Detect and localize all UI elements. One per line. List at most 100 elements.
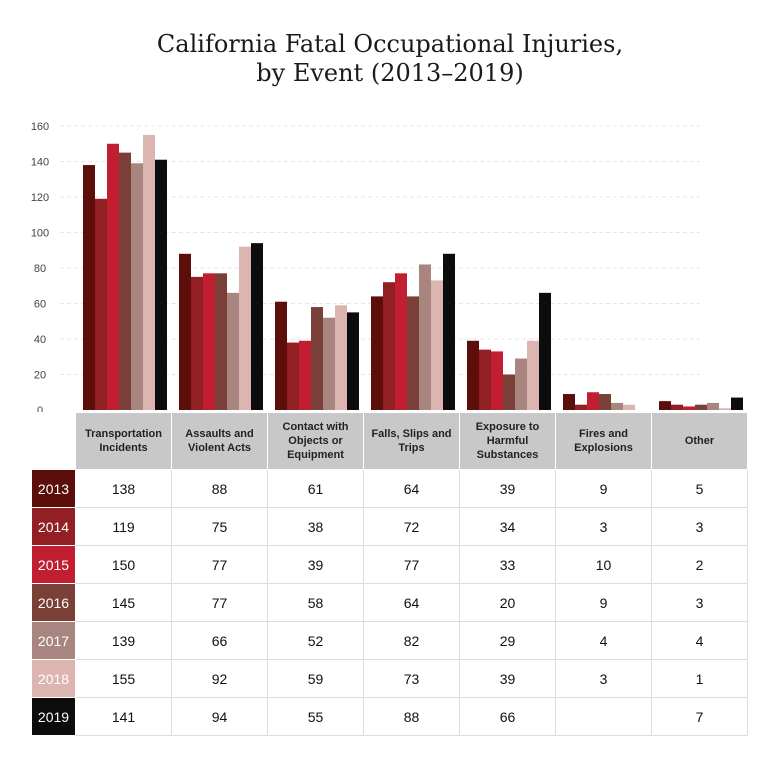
chart-title-line-2: by Event (2013–2019) (256, 59, 524, 87)
value-cell: 141 (75, 697, 172, 736)
value-cell: 64 (363, 583, 460, 622)
bar-2016-4 (503, 374, 515, 410)
value-cell: 58 (267, 583, 364, 622)
bar-2017-2 (323, 317, 335, 410)
value-cell: 39 (267, 545, 364, 584)
bar-2015-5 (587, 392, 599, 410)
value-cell: 1 (651, 659, 748, 698)
value-cell: 3 (555, 507, 652, 546)
bar-2015-3 (395, 273, 407, 410)
bar-2019-0 (155, 159, 167, 410)
category-header-line: Objects or (288, 435, 343, 447)
bar-2018-5 (623, 404, 635, 410)
value-cell: 145 (75, 583, 172, 622)
value-cell: 9 (555, 469, 652, 508)
chart-title: California Fatal Occupational Injuries, … (0, 30, 780, 88)
bar-2017-4 (515, 358, 527, 410)
value-cell: 7 (651, 697, 748, 736)
value-cell: 72 (363, 507, 460, 546)
value-cell: 4 (651, 621, 748, 660)
category-header-line: Equipment (287, 449, 344, 461)
category-header-line: Explosions (574, 442, 633, 454)
value-cell: 29 (459, 621, 556, 660)
table-row: 2019 141 94 55 88 66 7 (31, 697, 748, 736)
value-cell: 66 (459, 697, 556, 736)
value-cell: 59 (267, 659, 364, 698)
category-header-line: Substances (476, 449, 539, 461)
value-cell: 5 (651, 469, 748, 508)
bar-2015-6 (683, 406, 695, 410)
value-cell: 119 (75, 507, 172, 546)
bar-2015-0 (107, 143, 119, 410)
value-cell: 33 (459, 545, 556, 584)
value-cell: 77 (363, 545, 460, 584)
value-cell: 10 (555, 545, 652, 584)
value-cell: 75 (171, 507, 268, 546)
bar-2014-4 (479, 349, 491, 410)
bar-2017-3 (419, 264, 431, 410)
value-cell: 4 (555, 621, 652, 660)
bar-2016-3 (407, 296, 419, 410)
table-row: 2018 155 92 59 73 39 3 1 (31, 659, 748, 698)
y-tick-label: 40 (34, 334, 46, 346)
table-row: 2017 139 66 52 82 29 4 4 (31, 621, 748, 660)
value-cell: 139 (75, 621, 172, 660)
value-cell: 39 (459, 659, 556, 698)
bar-2016-0 (119, 152, 131, 410)
y-tick-label: 0 (37, 405, 43, 412)
value-cell: 77 (171, 545, 268, 584)
year-label: 2019 (31, 697, 76, 736)
value-cell: 39 (459, 469, 556, 508)
category-header-line: Assaults and (185, 428, 254, 440)
category-header: Falls, Slips and Trips (363, 412, 460, 470)
bar-2014-5 (575, 404, 587, 410)
value-cell: 88 (363, 697, 460, 736)
table-corner-cell (31, 412, 76, 470)
bar-2013-6 (659, 401, 671, 410)
category-header-line: Transportation (84, 428, 162, 440)
y-tick-label: 60 (34, 299, 46, 311)
bar-2019-2 (347, 312, 359, 410)
value-cell: 73 (363, 659, 460, 698)
bar-2018-3 (431, 280, 443, 410)
table-row: 2013 138 88 61 64 39 9 5 (31, 469, 748, 508)
data-table: Transportation Incidents Assaults and Viole… (31, 412, 748, 736)
bar-chart: 0 20 40 60 80 100 120 140 160 (31, 121, 743, 412)
value-cell: 66 (171, 621, 268, 660)
bar-2017-5 (611, 402, 623, 410)
value-cell: 77 (171, 583, 268, 622)
category-header-line: Incidents (99, 442, 148, 454)
y-tick-label: 160 (31, 121, 49, 133)
value-cell: 61 (267, 469, 364, 508)
table-body: 2013 138 88 61 64 39 9 5 2014 119 75 38 72 34 3 3 2015 15… (31, 469, 748, 736)
category-header: Other (651, 412, 748, 470)
value-cell: 38 (267, 507, 364, 546)
category-header-line: Trips (398, 442, 425, 454)
y-tick-label: 20 (34, 370, 46, 382)
value-cell: 92 (171, 659, 268, 698)
value-cell (555, 697, 652, 736)
value-cell: 3 (651, 507, 748, 546)
bar-2018-2 (335, 305, 347, 410)
bar-2017-0 (131, 163, 143, 410)
year-label: 2013 (31, 469, 76, 508)
bar-2019-6 (731, 397, 743, 410)
bar-2013-5 (563, 394, 575, 410)
chart-title-line-1: California Fatal Occupational Injuries, (156, 30, 624, 58)
bar-2019-4 (539, 292, 551, 410)
bar-2014-3 (383, 282, 395, 410)
table-row: 2014 119 75 38 72 34 3 3 (31, 507, 748, 546)
bar-2016-2 (311, 307, 323, 410)
y-tick-label: 120 (31, 192, 49, 204)
y-tick-label: 80 (34, 263, 46, 275)
value-cell: 155 (75, 659, 172, 698)
value-cell: 150 (75, 545, 172, 584)
value-cell: 20 (459, 583, 556, 622)
bar-2013-0 (83, 165, 95, 410)
bar-2013-3 (371, 296, 383, 410)
bar-2018-6 (719, 408, 731, 410)
category-header-line: Fires and (579, 428, 628, 440)
bar-2019-3 (443, 253, 455, 410)
category-header: Assaults and Violent Acts (171, 412, 268, 470)
value-cell: 3 (651, 583, 748, 622)
